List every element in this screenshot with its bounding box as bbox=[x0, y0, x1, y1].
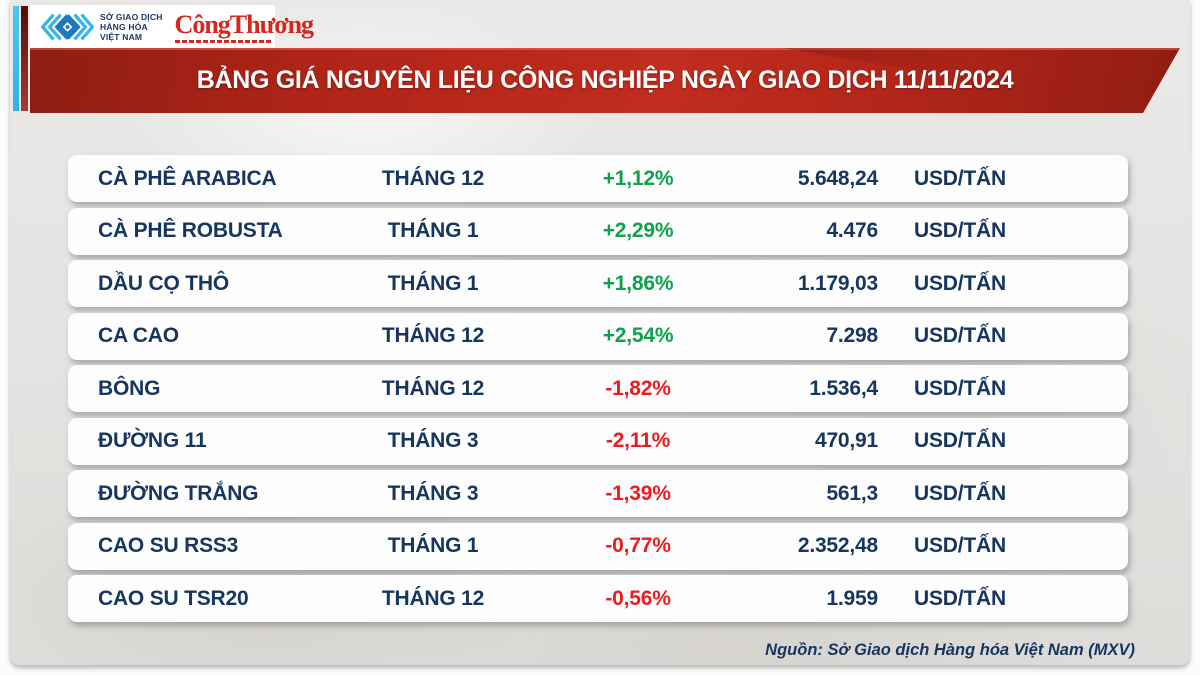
price-value: 7.298 bbox=[826, 324, 878, 347]
congthuong-logo: CôngThương bbox=[174, 9, 314, 43]
change-percent: +2,29% bbox=[602, 219, 674, 242]
congthuong-tagline-bar bbox=[174, 39, 271, 43]
commodity-name: DẦU CỌ THÔ bbox=[98, 271, 229, 295]
mxv-chevrons-icon bbox=[40, 13, 94, 41]
price-unit: USD/TẤN bbox=[914, 271, 1006, 295]
price-value: 1.959 bbox=[826, 586, 878, 610]
mxv-logo-line2: HÀNG HÓA bbox=[100, 21, 148, 32]
commodity-name: CÀ PHÊ ARABICA bbox=[98, 166, 277, 190]
title-banner: BẢNG GIÁ NGUYÊN LIỆU CÔNG NGHIỆP NGÀY GI… bbox=[30, 48, 1180, 113]
mxv-logo: SỞ GIAO DỊCH HÀNG HÓA VIỆT NAM bbox=[38, 10, 163, 44]
commodity-name: ĐƯỜNG TRẮNG bbox=[98, 481, 259, 505]
page-title: BẢNG GIÁ NGUYÊN LIỆU CÔNG NGHIỆP NGÀY GI… bbox=[196, 66, 1014, 94]
slide-canvas: SỞ GIAO DỊCH HÀNG HÓA VIỆT NAM CôngThươn… bbox=[10, 0, 1190, 665]
contract-month: THÁNG 12 bbox=[381, 586, 485, 610]
contract-month: THÁNG 12 bbox=[381, 166, 485, 190]
contract-month: THÁNG 12 bbox=[381, 376, 485, 400]
mxv-logo-text: SỞ GIAO DỊCH HÀNG HÓA VIỆT NAM bbox=[100, 12, 163, 43]
change-percent: +1,86% bbox=[602, 271, 674, 295]
change-percent: -1,39% bbox=[605, 481, 671, 505]
table-row: ĐƯỜNG 11 THÁNG 3 -2,11% 470,91 USD/TẤN bbox=[68, 417, 1128, 465]
change-percent: -1,82% bbox=[605, 376, 671, 400]
table-row: CAO SU RSS3 THÁNG 1 -0,77% 2.352,48 USD/… bbox=[68, 522, 1128, 570]
accent-stripe-cyan bbox=[13, 6, 19, 111]
table-row: CÀ PHÊ ARABICA THÁNG 12 +1,12% 5.648,24 … bbox=[68, 155, 1128, 202]
price-value: 4.476 bbox=[826, 219, 878, 242]
price-value: 2.352,48 bbox=[797, 534, 878, 557]
change-percent: -0,77% bbox=[605, 534, 671, 557]
table-row: CÀ PHÊ ROBUSTA THÁNG 1 +2,29% 4.476 USD/… bbox=[68, 207, 1128, 255]
commodity-name: BÔNG bbox=[98, 376, 161, 400]
price-value: 470,91 bbox=[814, 429, 878, 452]
change-percent: +2,54% bbox=[602, 324, 674, 347]
commodity-name: CÀ PHÊ ROBUSTA bbox=[98, 219, 283, 242]
mxv-logo-line1: SỞ GIAO DỊCH bbox=[100, 11, 163, 22]
commodity-name: CAO SU RSS3 bbox=[98, 534, 239, 557]
table-row: CA CAO THÁNG 12 +2,54% 7.298 USD/TẤN bbox=[68, 312, 1128, 360]
contract-month: THÁNG 12 bbox=[381, 324, 485, 347]
price-unit: USD/TẤN bbox=[914, 481, 1006, 505]
commodity-name: ĐƯỜNG 11 bbox=[98, 429, 207, 452]
table-row: ĐƯỜNG TRẮNG THÁNG 3 -1,39% 561,3 USD/TẤN bbox=[68, 470, 1128, 517]
contract-month: THÁNG 3 bbox=[387, 429, 479, 452]
table-row: CAO SU TSR20 THÁNG 12 -0,56% 1.959 USD/T… bbox=[68, 575, 1128, 622]
logo-box: SỞ GIAO DỊCH HÀNG HÓA VIỆT NAM CôngThươn… bbox=[30, 5, 314, 49]
table-row: BÔNG THÁNG 12 -1,82% 1.536,4 USD/TẤN bbox=[68, 365, 1128, 412]
price-value: 1.179,03 bbox=[797, 271, 878, 295]
contract-month: THÁNG 1 bbox=[387, 219, 479, 242]
contract-month: THÁNG 1 bbox=[387, 271, 479, 295]
price-unit: USD/TẤN bbox=[914, 219, 1006, 242]
change-percent: -0,56% bbox=[605, 586, 671, 610]
price-unit: USD/TẤN bbox=[914, 429, 1006, 452]
source-attribution: Nguồn: Sở Giao dịch Hàng hóa Việt Nam (M… bbox=[765, 641, 1135, 659]
commodity-name: CAO SU TSR20 bbox=[98, 586, 249, 610]
change-percent: +1,12% bbox=[602, 166, 674, 190]
price-unit: USD/TẤN bbox=[914, 166, 1006, 190]
price-value: 561,3 bbox=[826, 481, 878, 505]
mxv-logo-line3: VIỆT NAM bbox=[100, 32, 143, 43]
contract-month: THÁNG 3 bbox=[387, 481, 479, 505]
contract-month: THÁNG 1 bbox=[387, 534, 479, 557]
price-value: 5.648,24 bbox=[797, 166, 878, 190]
congthuong-logo-text: CôngThương bbox=[174, 9, 314, 39]
accent-stripe-darkred bbox=[21, 6, 28, 111]
table-row: DẦU CỌ THÔ THÁNG 1 +1,86% 1.179,03 USD/T… bbox=[68, 260, 1128, 307]
change-percent: -2,11% bbox=[605, 429, 671, 452]
price-unit: USD/TẤN bbox=[914, 324, 1006, 347]
price-unit: USD/TẤN bbox=[914, 586, 1006, 610]
price-unit: USD/TẤN bbox=[914, 376, 1006, 400]
price-unit: USD/TẤN bbox=[914, 534, 1006, 557]
price-table: CÀ PHÊ ARABICA THÁNG 12 +1,12% 5.648,24 … bbox=[68, 155, 1128, 622]
price-value: 1.536,4 bbox=[809, 376, 878, 400]
commodity-name: CA CAO bbox=[98, 324, 179, 347]
